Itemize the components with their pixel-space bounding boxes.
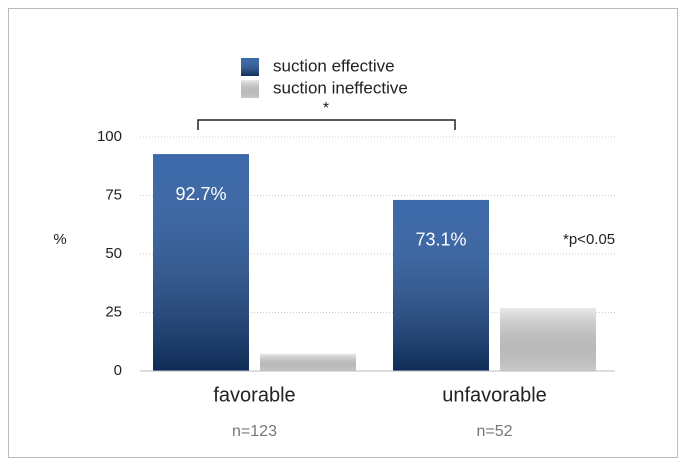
frame <box>8 8 678 458</box>
p-value-note: *p<0.05 <box>563 231 615 248</box>
significance-mark: * <box>323 100 329 117</box>
value-label: 92.7% <box>175 184 226 204</box>
legend-swatch-shade <box>241 80 259 98</box>
y-tick-label: 25 <box>105 303 122 320</box>
significance-bracket <box>197 119 456 130</box>
y-tick-label: 75 <box>105 186 122 203</box>
legend-label: suction effective <box>273 56 395 75</box>
legend-label: suction ineffective <box>273 78 408 97</box>
bar-shade <box>153 154 249 371</box>
y-tick-label: 50 <box>105 245 122 262</box>
bar-shade <box>260 353 356 371</box>
legend-swatch-shade <box>241 58 259 76</box>
y-tick-label: 100 <box>97 128 122 145</box>
x-tick-label: favorable <box>213 384 295 406</box>
y-tick-label: 0 <box>114 362 122 379</box>
value-label: 73.1% <box>415 230 466 250</box>
sample-size: n=123 <box>232 423 277 440</box>
bar-shade <box>500 308 596 371</box>
sample-size: n=52 <box>476 423 512 440</box>
x-tick-label: unfavorable <box>442 384 547 406</box>
y-axis-label: % <box>53 231 66 248</box>
bar-shade <box>393 199 489 371</box>
